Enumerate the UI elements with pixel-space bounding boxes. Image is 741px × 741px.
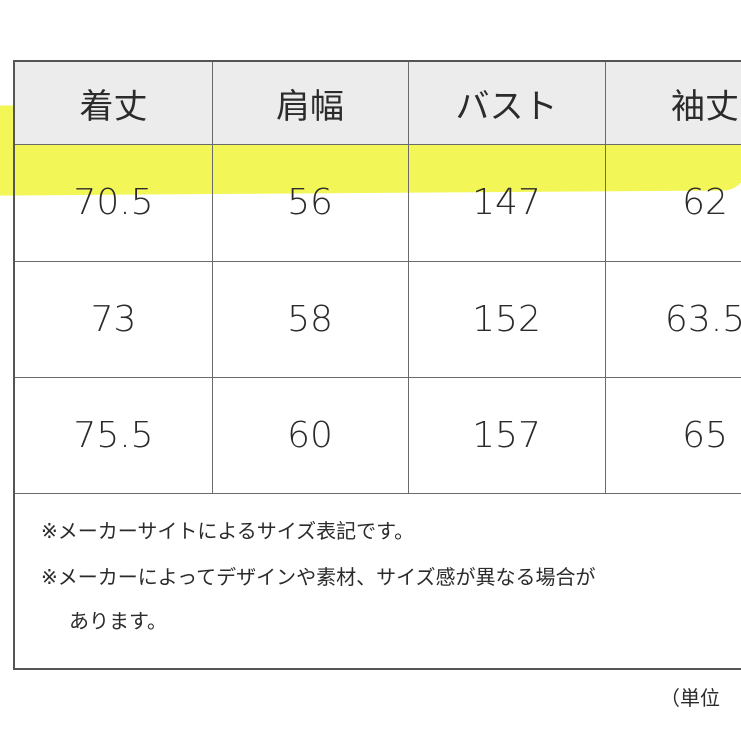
header-shoulder-width: 肩幅 — [212, 62, 409, 144]
table-header-row: 着丈 肩幅 バスト 袖丈 — [15, 62, 741, 145]
cell-sleeve-length: 62 — [682, 182, 728, 223]
table-row: 70.5 56 147 62 — [15, 144, 741, 262]
cell-length: 75.5 — [15, 377, 213, 493]
header-length: 着丈 — [15, 62, 213, 144]
unit-label: （単位 — [660, 686, 720, 710]
cell-bust: 147 — [408, 144, 606, 261]
size-table: 着丈 肩幅 バスト 袖丈 70.5 56 147 62 73 58 152 63… — [13, 60, 741, 670]
note-size-variation: ※メーカーによってデザインや素材、サイズ感が異なる場合が — [41, 565, 596, 589]
cell-sleeve-length: 63.5 — [664, 298, 741, 340]
header-bust: バスト — [408, 62, 606, 144]
header-sleeve-length: 袖丈 — [671, 86, 739, 127]
cell-bust: 152 — [408, 261, 606, 377]
cell-shoulder-width: 60 — [212, 377, 409, 493]
cell-shoulder-width: 58 — [212, 261, 409, 377]
note-size-variation-cont: あります。 — [69, 609, 167, 633]
cell-length: 70.5 — [15, 144, 213, 261]
note-maker-site: ※メーカーサイトによるサイズ表記です。 — [41, 519, 415, 543]
notes-section: ※メーカーサイトによるサイズ表記です。 ※メーカーによってデザインや素材、サイズ… — [15, 493, 741, 666]
cell-sleeve-length: 65 — [682, 414, 728, 456]
table-row: 75.5 60 157 65 — [15, 377, 741, 494]
table-row: 73 58 152 63.5 — [15, 261, 741, 378]
cell-bust: 157 — [408, 377, 606, 493]
cell-length: 73 — [15, 261, 213, 377]
cell-shoulder-width: 56 — [212, 144, 409, 261]
